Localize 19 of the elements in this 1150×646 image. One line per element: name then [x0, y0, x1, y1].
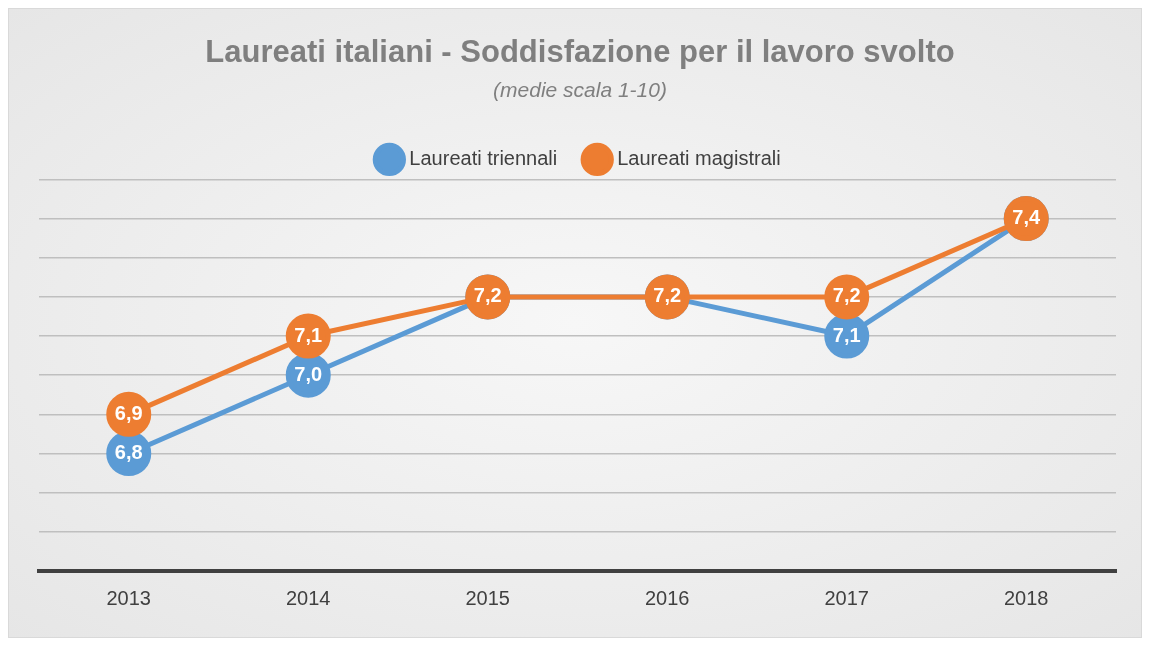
legend-label: Laureati triennali [409, 146, 558, 169]
data-label: 6,8 [114, 441, 143, 464]
data-label: 7,1 [832, 323, 861, 346]
data-label: 7,1 [294, 323, 323, 346]
legend-label: Laureati magistrali [617, 146, 781, 169]
data-label: 7,2 [473, 284, 502, 307]
data-label: 7,2 [653, 284, 682, 307]
x-tick-label: 2018 [1004, 586, 1049, 609]
x-tick-label: 2017 [824, 586, 869, 609]
x-tick-label: 2016 [645, 586, 690, 609]
data-label: 7,2 [832, 284, 861, 307]
x-tick-label: 2015 [465, 586, 510, 609]
data-label: 7,0 [294, 362, 323, 385]
x-tick-label: 2014 [286, 586, 331, 609]
chart-subtitle: (medie scala 1-10) [493, 77, 667, 101]
data-label: 7,4 [1012, 206, 1042, 229]
data-label: 6,9 [114, 401, 143, 424]
chart-title: Laureati italiani - Soddisfazione per il lavoro svolto [205, 34, 955, 70]
x-tick-label: 2013 [106, 586, 151, 609]
